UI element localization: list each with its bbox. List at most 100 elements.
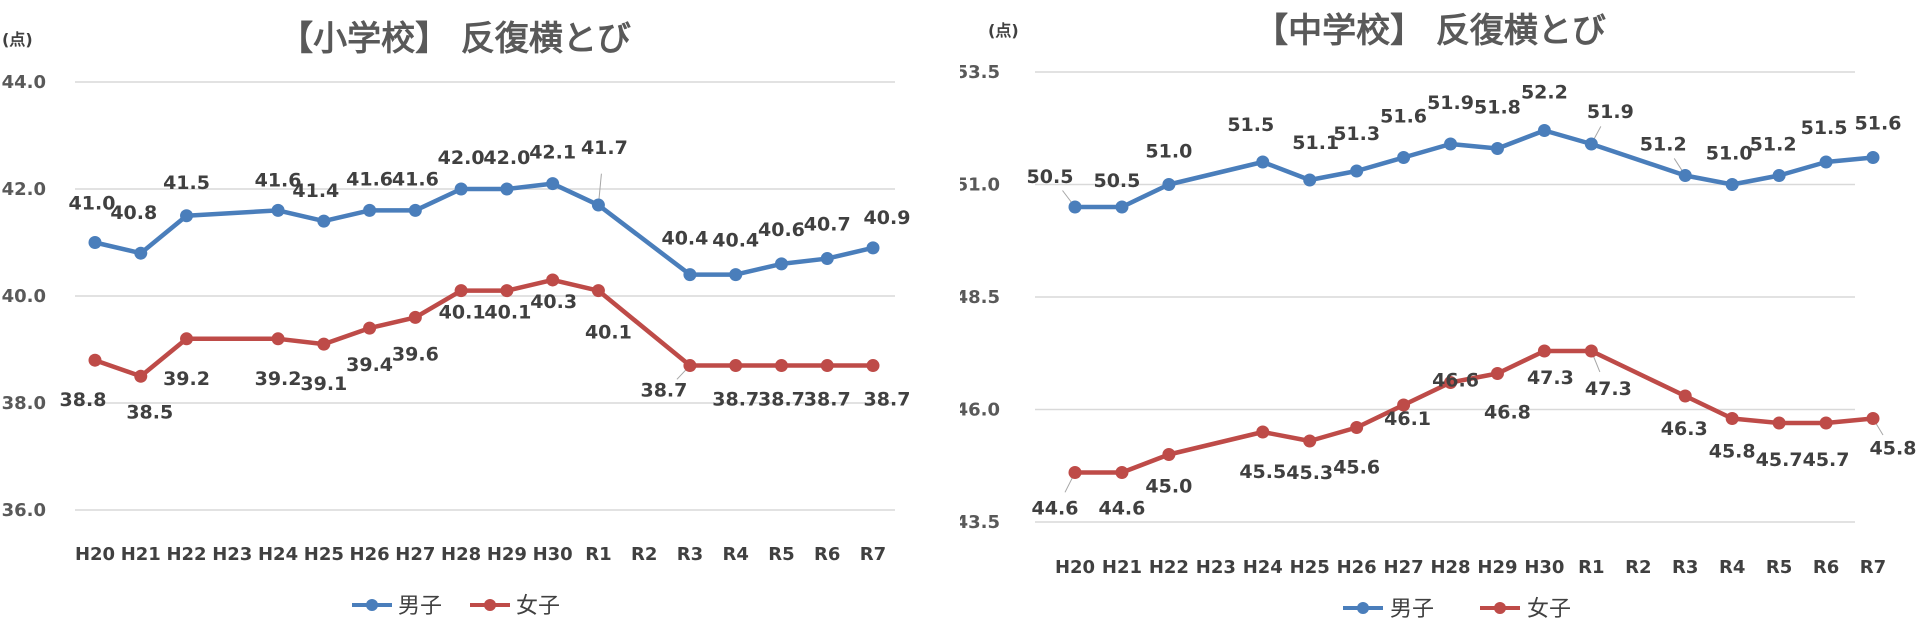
data-label: 40.1 <box>439 302 486 324</box>
x-tick-label: R6 <box>814 544 840 565</box>
data-point <box>1866 151 1880 164</box>
data-label: 46.3 <box>1661 418 1708 440</box>
data-point <box>1303 434 1317 448</box>
data-point <box>820 252 834 266</box>
data-label: 51.2 <box>1640 134 1687 156</box>
x-tick-label: R7 <box>860 544 886 565</box>
data-label: 40.6 <box>758 219 805 241</box>
data-label: 38.5 <box>126 401 173 423</box>
data-label: 38.8 <box>60 389 107 411</box>
legend-girls-label: 女子 <box>516 594 560 619</box>
data-label: 47.3 <box>1527 367 1574 389</box>
data-label: 41.6 <box>392 168 439 190</box>
data-label: 45.7 <box>1803 449 1850 471</box>
data-point <box>729 268 743 282</box>
data-label: 38.7 <box>758 389 805 411</box>
x-tick-label: H26 <box>1337 557 1377 578</box>
x-tick-label: R1 <box>1578 557 1604 578</box>
data-point <box>88 236 102 249</box>
data-label: 39.2 <box>163 368 210 390</box>
y-tick-label: 53.5 <box>960 62 1000 83</box>
x-tick-label: R6 <box>1813 557 1839 578</box>
x-tick-label: H21 <box>1102 557 1142 578</box>
legend-boys-label: 男子 <box>1390 597 1434 622</box>
data-label: 41.7 <box>581 137 628 159</box>
x-tick-label: H25 <box>304 544 344 565</box>
data-label: 40.3 <box>530 291 577 313</box>
data-point <box>1115 466 1129 479</box>
data-label: 51.9 <box>1427 92 1474 114</box>
data-label: 40.7 <box>804 214 851 236</box>
data-point <box>271 332 285 346</box>
y-tick-label: 46.0 <box>960 400 1000 421</box>
data-label: 45.3 <box>1286 462 1333 484</box>
x-tick-label: H24 <box>1243 557 1283 578</box>
data-point <box>317 214 331 228</box>
data-label: 42.0 <box>438 147 485 169</box>
data-point <box>363 321 377 335</box>
x-tick-label: H26 <box>350 544 390 565</box>
chart-title: 【中学校】 反復横とび <box>1254 11 1606 51</box>
data-label: 39.4 <box>346 354 393 376</box>
data-label: 40.1 <box>585 322 632 344</box>
data-label: 52.2 <box>1521 82 1568 104</box>
data-label: 45.8 <box>1709 441 1756 463</box>
unit-label: (点) <box>988 21 1019 40</box>
data-point <box>500 284 514 298</box>
x-tick-label: R5 <box>1766 557 1792 578</box>
x-tick-label: H29 <box>487 544 527 565</box>
data-point <box>1068 200 1082 214</box>
series-line-girls <box>1075 348 1874 475</box>
x-tick-label: R3 <box>1672 557 1698 578</box>
data-label: 51.2 <box>1750 134 1797 156</box>
data-point <box>134 246 148 260</box>
data-point <box>454 284 468 298</box>
data-label: 39.2 <box>255 368 302 390</box>
data-label: 40.8 <box>110 202 157 224</box>
data-point <box>1350 164 1364 178</box>
x-tick-label: H27 <box>1384 557 1424 578</box>
x-tick-label: H27 <box>395 544 435 565</box>
legend: 男子 女子 <box>1343 597 1571 622</box>
data-point <box>1866 412 1880 425</box>
data-label: 41.4 <box>292 180 339 202</box>
legend-girls-label: 女子 <box>1527 597 1571 622</box>
middle-school-chart-svg: 【中学校】 反復横とび (点) 男子 女子 53.5 51.0 48.5 46.0 43… <box>960 11 1916 622</box>
data-label: 51.0 <box>1145 141 1192 163</box>
data-label: 45.0 <box>1145 476 1192 498</box>
data-point <box>408 203 422 217</box>
y-tick-label: 42.0 <box>2 179 46 200</box>
data-label: 45.5 <box>1239 461 1286 483</box>
data-label: 38.7 <box>864 389 911 411</box>
series-line-boys <box>94 181 874 277</box>
data-label: 50.5 <box>1093 170 1140 192</box>
x-tick-label: R5 <box>768 544 794 565</box>
data-point <box>866 241 880 255</box>
elementary-chart-svg: 【小学校】 反復横とび (点) 男子 女子 44.0 42.0 40.0 38.0 36… <box>2 19 911 619</box>
data-point <box>866 359 880 373</box>
data-label: 38.7 <box>804 389 851 411</box>
data-label: 39.6 <box>392 343 439 365</box>
unit-label: (点) <box>2 30 33 49</box>
data-point <box>683 359 697 373</box>
legend-girls-marker <box>1494 602 1506 614</box>
y-tick-label: 36.0 <box>2 500 46 521</box>
x-tick-label: R2 <box>631 544 657 565</box>
data-label: 51.8 <box>1474 97 1521 119</box>
x-tick-label: H29 <box>1477 557 1517 578</box>
elementary-chart: 【小学校】 反復横とび (点) 男子 女子 44.0 42.0 40.0 38.0 36… <box>2 19 911 619</box>
data-point <box>820 359 834 373</box>
data-label: 51.6 <box>1380 106 1427 128</box>
series-line-girls <box>94 277 873 379</box>
data-point <box>1772 169 1786 182</box>
data-point <box>408 310 422 324</box>
data-point <box>1397 151 1411 164</box>
data-point <box>1678 169 1692 182</box>
data-point <box>1772 416 1786 430</box>
data-point <box>454 182 468 196</box>
x-tick-label: H23 <box>1196 557 1236 578</box>
data-label: 41.0 <box>69 193 116 215</box>
x-tick-label: H22 <box>1149 557 1189 578</box>
data-point <box>546 177 560 191</box>
data-point <box>1584 344 1598 358</box>
